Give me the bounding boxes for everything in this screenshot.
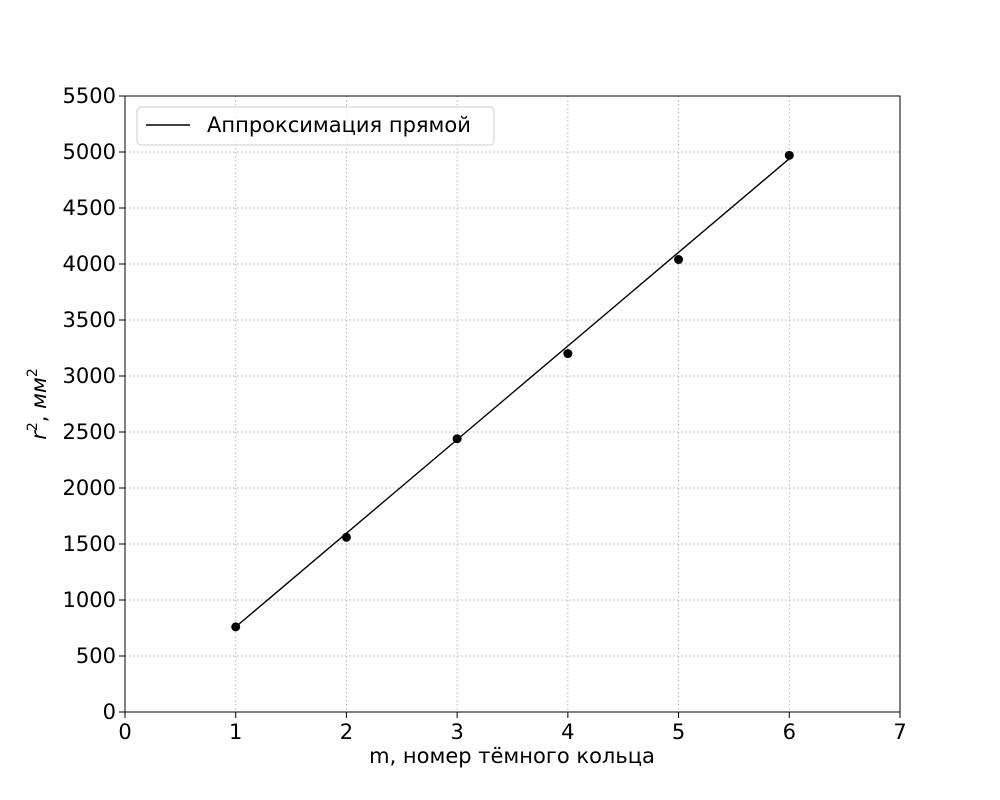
y-tick-label: 4500 (63, 196, 116, 220)
y-tick-label: 2000 (63, 476, 116, 500)
x-tick-label: 4 (561, 720, 574, 744)
x-axis-label: m, номер тёмного кольца (369, 744, 655, 768)
x-tick-label: 1 (229, 720, 242, 744)
data-point (452, 434, 462, 444)
fit-line (235, 158, 790, 628)
y-tick-label: 3500 (63, 308, 116, 332)
y-tick-label: 5500 (63, 84, 116, 108)
y-tick-label: 0 (103, 700, 116, 724)
x-tick-label: 0 (118, 720, 131, 744)
y-tick-label: 5000 (63, 140, 116, 164)
y-tick-label: 4000 (63, 252, 116, 276)
y-label-sup-1: 2 (25, 422, 41, 431)
x-tick-label: 5 (672, 720, 685, 744)
x-tick-label: 3 (450, 720, 463, 744)
y-tick-label: 2500 (63, 420, 116, 444)
data-point (563, 349, 573, 359)
plot-frame (124, 95, 901, 713)
x-tick-label: 2 (340, 720, 353, 744)
data-points (231, 150, 794, 632)
y-tick-label: 3000 (63, 364, 116, 388)
y-tick-label: 1500 (63, 532, 116, 556)
data-point (341, 532, 351, 542)
y-label-separator: , (27, 409, 51, 422)
legend: Аппроксимация прямой (136, 106, 495, 146)
x-tick-label: 6 (783, 720, 796, 744)
data-point (784, 150, 794, 160)
legend-box (136, 106, 495, 146)
y-label-base-mm: мм (27, 377, 51, 409)
y-tick-label: 1000 (63, 588, 116, 612)
legend-label-fit: Аппроксимация прямой (207, 113, 471, 137)
data-point (231, 622, 241, 632)
x-tick-label: 7 (893, 720, 906, 744)
y-axis-label: r2, мм2 (25, 368, 51, 440)
y-tick-label: 500 (76, 644, 116, 668)
data-point (674, 255, 684, 265)
ticks: 0 1 2 3 4 5 6 7 0 500 1000 1500 2000 2500 3000 3500 4000… (63, 84, 907, 744)
y-label-sup-2: 2 (25, 368, 41, 377)
y-label-base-r: r (27, 430, 51, 440)
